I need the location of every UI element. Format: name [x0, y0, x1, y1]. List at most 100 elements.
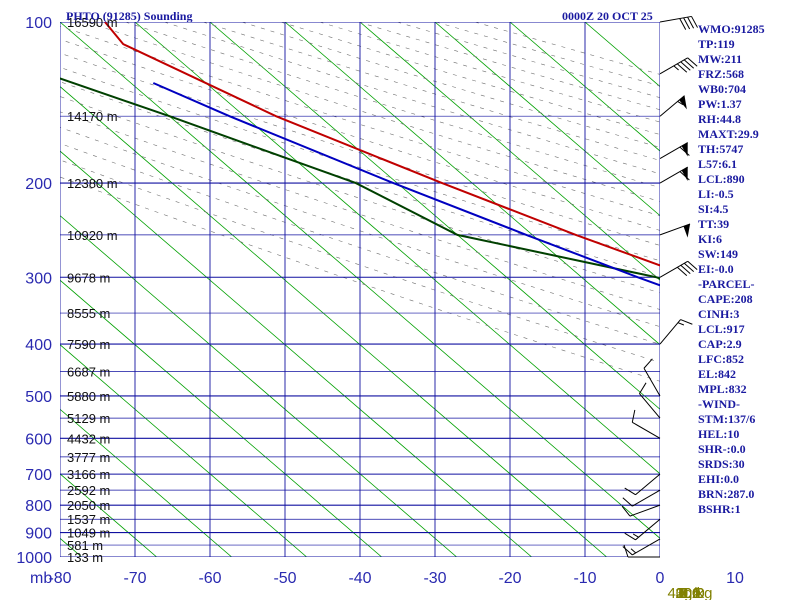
barb-half-feather: [630, 548, 637, 554]
barb-half-feather: [677, 322, 685, 326]
wind-barb: [624, 473, 661, 496]
index-line: SRDS:30: [698, 457, 745, 471]
barb-half-feather: [677, 100, 684, 106]
barb-staff: [643, 367, 661, 397]
index-line: EI:-0.0: [698, 262, 734, 276]
wind-barb: [659, 57, 698, 75]
wind-barb: [631, 409, 661, 439]
index-line: LI:-0.5: [698, 187, 734, 201]
mixing-ratio-label: 2.0: [680, 585, 701, 600]
barb-feather: [691, 16, 698, 28]
isotherm-line: [60, 279, 382, 557]
height-label: 4432 m: [67, 431, 110, 446]
mixing-ratio-label: 30.0: [675, 585, 704, 600]
barb-feather: [621, 505, 631, 517]
barb-feather: [683, 17, 691, 30]
barb-staff: [635, 473, 661, 496]
index-line: TT:39: [698, 217, 730, 231]
wind-barb: [659, 142, 690, 160]
barb-staff: [659, 260, 688, 278]
temperature-tick-label: -20: [498, 570, 521, 587]
height-label: 1049 m: [67, 526, 110, 541]
pressure-tick-label: 1000: [16, 550, 52, 567]
index-line: BRN:287.0: [698, 487, 755, 501]
index-line: LFC:852: [698, 352, 744, 366]
wind-barb: [659, 95, 687, 117]
isotherm-line: [60, 22, 660, 539]
wind-barb: [622, 538, 661, 556]
isotherm-line: [359, 22, 660, 281]
barb-staff: [632, 489, 661, 507]
index-line: EHI:0.0: [698, 472, 740, 486]
barb-feather: [679, 171, 690, 181]
pressure-tick-label: 700: [25, 467, 52, 484]
mixing-ratio-label: 20.0: [675, 585, 704, 600]
index-line: LCL:890: [698, 172, 745, 186]
barb-feather: [687, 57, 698, 67]
height-label: 14170 m: [67, 109, 118, 124]
index-line: TP:119: [698, 37, 735, 51]
wind-barb: [621, 504, 661, 517]
barb-pennant: [683, 223, 691, 238]
height-label: 581 m: [67, 538, 103, 553]
isotherm-line: [60, 215, 457, 557]
temperature-tick-label: -30: [423, 570, 446, 587]
index-line: STM:137/6: [698, 412, 756, 426]
mixing-ratio-label: 40g/kg: [667, 585, 712, 600]
height-label: 3166 m: [67, 467, 110, 482]
wind-barb: [659, 166, 690, 184]
height-label: 12380 m: [67, 176, 118, 191]
temperature-tick-label: 10: [726, 570, 744, 587]
barb-feather: [687, 260, 698, 271]
sounding-time: 0000Z 20 OCT 25: [562, 9, 653, 23]
station-title: PHTO (91285) Sounding: [66, 9, 193, 23]
isotherm-line: [134, 22, 660, 475]
barb-half-feather: [632, 533, 639, 538]
height-label: 1537 m: [67, 512, 110, 527]
mixing-ratio-label: 3.0: [680, 585, 701, 600]
barb-feather: [624, 487, 636, 496]
index-line: BSHR:1: [698, 502, 741, 516]
indices-panel: WMO:91285 TP:119 MW:211 FRZ:568 WB0:704 PW:1.…: [698, 22, 798, 517]
isotherm-line: [209, 22, 660, 410]
wind-barb: [659, 260, 698, 278]
height-label: 5129 m: [67, 411, 110, 426]
barb-feather: [676, 266, 688, 277]
barb-feather: [687, 16, 695, 29]
index-line: RH:44.8: [698, 112, 741, 126]
barb-feather: [623, 544, 629, 558]
index-line: PW:1.37: [698, 97, 742, 111]
isotherm-line: [60, 150, 532, 557]
temperature-tick-label: -40: [348, 570, 371, 587]
index-line: LCL:917: [698, 322, 745, 336]
height-label: 133 m: [67, 550, 103, 565]
wind-barb: [639, 382, 661, 419]
barb-feather: [639, 382, 647, 394]
index-line: SHR-:0.0: [698, 442, 746, 456]
wind-barb: [624, 518, 661, 541]
barb-staff: [659, 142, 688, 160]
barb-feather: [680, 319, 693, 325]
index-line: CINH:3: [698, 307, 740, 321]
isotherm-line: [284, 22, 660, 346]
pressure-tick-label: 500: [25, 389, 52, 406]
mixing-ratio-label: 1.0: [680, 585, 701, 600]
isotherm-line: [509, 22, 660, 152]
index-line: -WIND-: [698, 397, 740, 411]
wind-barb: [659, 15, 698, 30]
height-label: 2592 m: [67, 483, 110, 498]
index-line: FRZ:568: [698, 67, 744, 81]
mixing-ratio-label: 10.0: [675, 585, 704, 600]
height-label: 5880 m: [67, 389, 110, 404]
parcel-line: [152, 82, 660, 287]
barb-feather: [622, 546, 633, 556]
barb-staff: [632, 538, 661, 556]
mixing-ratio-label: 5.0: [680, 585, 701, 600]
barb-staff: [639, 393, 661, 419]
height-label: 6687 m: [67, 364, 110, 379]
index-line: HEL:10: [698, 427, 740, 441]
temperature-tick-label: -70: [123, 570, 146, 587]
barb-feather: [679, 146, 690, 156]
index-line: SW:149: [698, 247, 739, 261]
